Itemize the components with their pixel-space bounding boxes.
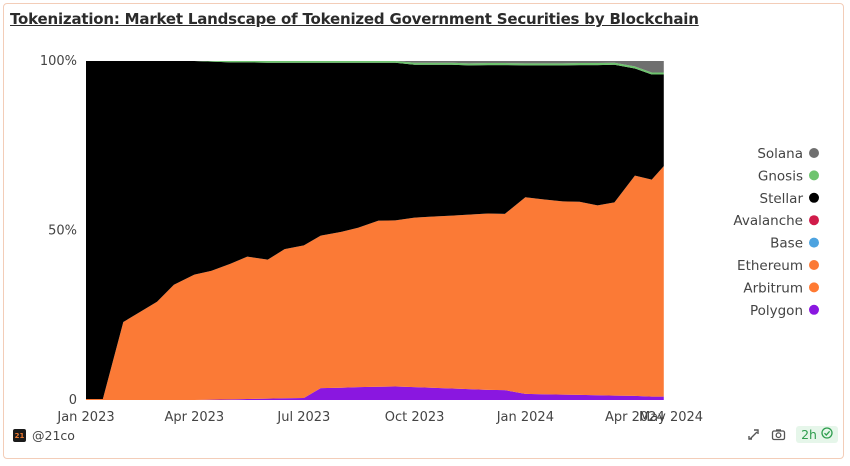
legend-item-avalanche[interactable]: Avalanche xyxy=(733,213,819,229)
x-tick-label: Jan 2023 xyxy=(56,410,114,425)
legend-label: Arbitrum xyxy=(743,280,803,296)
legend-label: Solana xyxy=(757,146,803,162)
legend-item-base[interactable]: Base xyxy=(770,236,819,252)
area-gnosis[interactable] xyxy=(86,61,664,75)
attribution[interactable]: 21 @21co xyxy=(13,428,75,443)
y-tick-label: 100% xyxy=(40,54,77,69)
x-tick-label: Oct 2023 xyxy=(385,410,445,425)
check-circle-icon xyxy=(821,427,833,442)
legend-label: Polygon xyxy=(750,303,803,319)
legend-item-arbitrum[interactable]: Arbitrum xyxy=(743,280,819,296)
brand-logo: 21 xyxy=(13,429,26,442)
legend-label: Ethereum xyxy=(737,258,803,274)
footer-actions: 2h xyxy=(746,426,838,443)
author-handle[interactable]: @21co xyxy=(32,428,75,443)
x-tick-label: Jul 2023 xyxy=(276,410,330,425)
legend-swatch xyxy=(809,192,819,203)
area-solana[interactable] xyxy=(86,61,664,73)
legend-item-ethereum[interactable]: Ethereum xyxy=(737,258,819,274)
legend-label: Stellar xyxy=(760,191,804,207)
legend-swatch xyxy=(809,304,819,315)
refresh-age: 2h xyxy=(801,427,817,442)
legend-item-polygon[interactable]: Polygon xyxy=(750,303,819,319)
refresh-status-badge[interactable]: 2h xyxy=(796,426,838,443)
legend-item-gnosis[interactable]: Gnosis xyxy=(758,168,819,184)
legend-label: Avalanche xyxy=(733,213,803,229)
area-stellar[interactable] xyxy=(86,61,664,399)
legend-item-stellar[interactable]: Stellar xyxy=(760,191,820,207)
legend-swatch xyxy=(809,215,819,226)
legend-label: Base xyxy=(770,236,803,252)
legend-swatch xyxy=(809,170,819,181)
legend-swatch xyxy=(809,148,819,158)
chart-title[interactable]: Tokenization: Market Landscape of Tokeni… xyxy=(10,10,699,28)
legend-swatch xyxy=(809,282,819,293)
x-tick-label: Jan 2024 xyxy=(496,410,554,425)
camera-icon[interactable] xyxy=(771,427,786,442)
legend-swatch xyxy=(809,260,819,270)
legend-item-solana[interactable]: Solana xyxy=(757,146,819,162)
x-tick-label: May 2024 xyxy=(639,410,703,425)
area-polygon[interactable] xyxy=(86,386,664,400)
x-tick-label: Apr 2023 xyxy=(164,410,224,425)
y-tick-label: 0 xyxy=(69,393,77,408)
area-ethereum[interactable] xyxy=(86,166,664,400)
legend-swatch xyxy=(809,237,819,248)
fork-icon[interactable] xyxy=(746,427,761,442)
legend-label: Gnosis xyxy=(758,168,803,184)
x-tick-label: Apr 2024 xyxy=(605,410,665,425)
y-tick-label: 50% xyxy=(48,224,77,239)
